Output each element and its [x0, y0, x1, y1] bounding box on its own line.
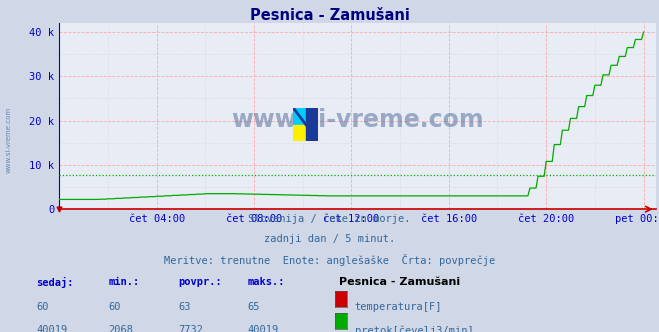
- Text: 65: 65: [247, 302, 260, 312]
- Text: min.:: min.:: [109, 277, 140, 287]
- Text: 60: 60: [36, 302, 49, 312]
- Text: sedaj:: sedaj:: [36, 277, 74, 288]
- Text: 7732: 7732: [178, 325, 203, 332]
- Text: povpr.:: povpr.:: [178, 277, 221, 287]
- Text: temperatura[F]: temperatura[F]: [355, 302, 442, 312]
- Text: Meritve: trenutne  Enote: anglešaške  Črta: povprečje: Meritve: trenutne Enote: anglešaške Črta…: [164, 254, 495, 266]
- Text: 63: 63: [178, 302, 190, 312]
- Text: 60: 60: [109, 302, 121, 312]
- Bar: [306, 108, 318, 124]
- Text: 40019: 40019: [247, 325, 278, 332]
- Bar: [293, 124, 306, 141]
- Text: Pesnica - Zamušani: Pesnica - Zamušani: [250, 8, 409, 23]
- Text: www.si-vreme.com: www.si-vreme.com: [231, 108, 484, 132]
- Bar: [293, 108, 306, 124]
- Text: pretok[čevelj3/min]: pretok[čevelj3/min]: [355, 325, 473, 332]
- Text: Pesnica - Zamušani: Pesnica - Zamušani: [339, 277, 461, 287]
- Text: zadnji dan / 5 minut.: zadnji dan / 5 minut.: [264, 234, 395, 244]
- Bar: [306, 124, 318, 141]
- Text: 40019: 40019: [36, 325, 67, 332]
- Text: www.si-vreme.com: www.si-vreme.com: [5, 106, 12, 173]
- Text: Slovenija / reke in morje.: Slovenija / reke in morje.: [248, 214, 411, 224]
- Text: maks.:: maks.:: [247, 277, 285, 287]
- Text: 2068: 2068: [109, 325, 134, 332]
